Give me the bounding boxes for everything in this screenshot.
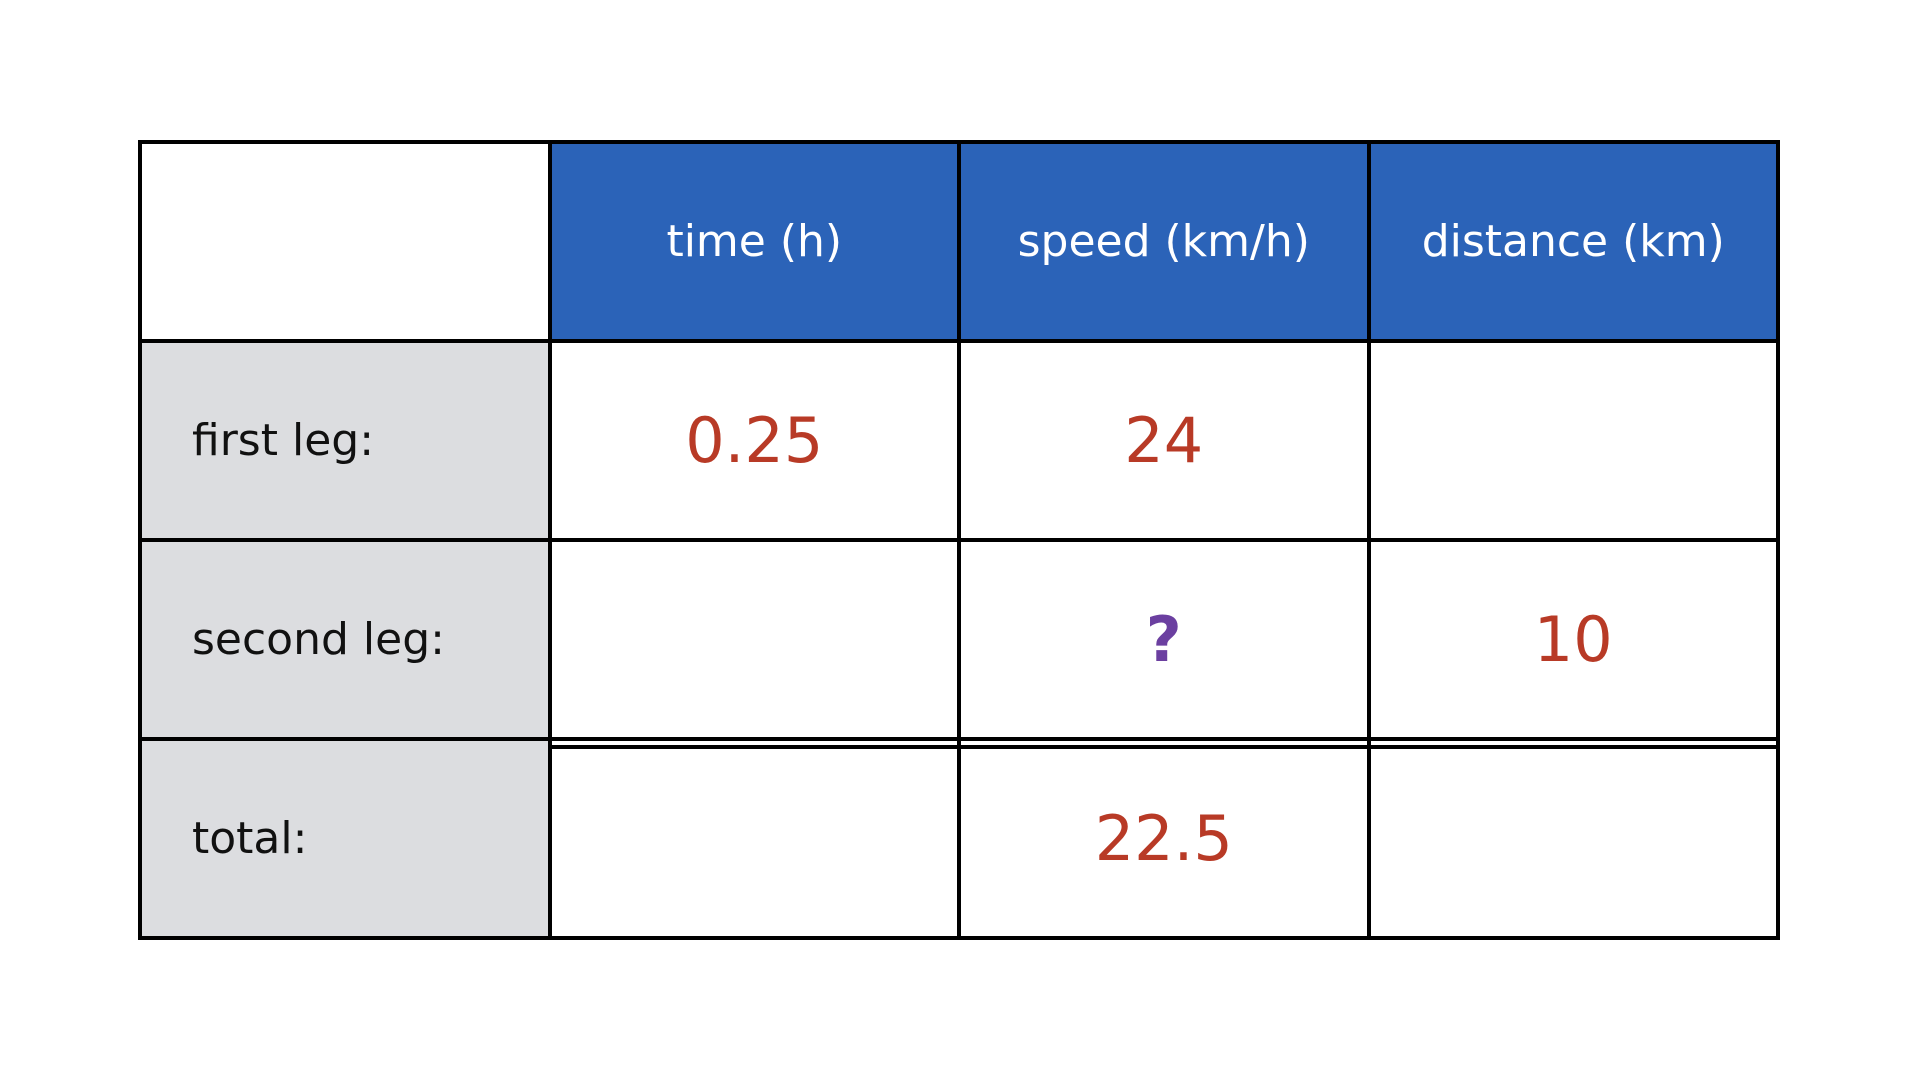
column-header: speed (km/h) (961, 144, 1367, 339)
value-cell: 24 (961, 343, 1367, 538)
empty-cell (551, 741, 957, 936)
column-header: time (h) (551, 144, 957, 339)
row-label: total: (142, 741, 548, 936)
value-cell: 0.25 (551, 343, 957, 538)
empty-cell (1370, 343, 1776, 538)
value-cell: 22.5 (961, 741, 1367, 936)
table: time (h) speed (km/h) distance (km) first l… (138, 140, 1780, 940)
row-label: second leg: (142, 542, 548, 737)
column-header: distance (km) (1370, 144, 1776, 339)
empty-cell (1370, 741, 1776, 936)
value-cell: 10 (1370, 542, 1776, 737)
row-label: first leg: (142, 343, 548, 538)
corner-cell (142, 144, 548, 339)
value-cell: ? (961, 542, 1367, 737)
empty-cell (551, 542, 957, 737)
